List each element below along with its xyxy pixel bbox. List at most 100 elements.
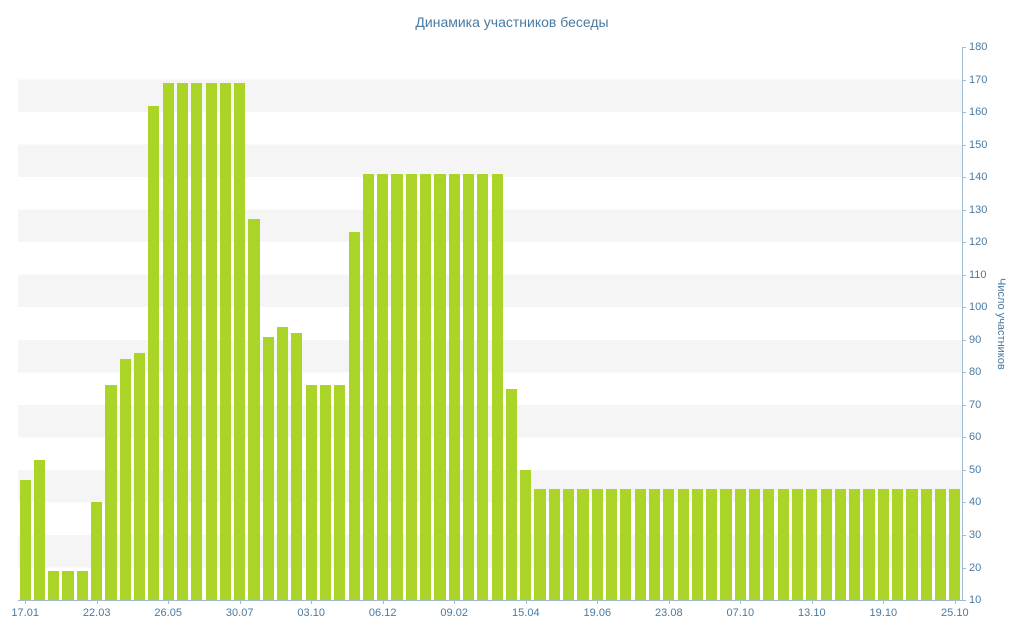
bar bbox=[734, 489, 746, 600]
bar bbox=[548, 489, 560, 600]
bar bbox=[906, 489, 918, 600]
bar bbox=[277, 326, 289, 600]
y-tick-mark bbox=[962, 307, 966, 309]
x-tick-mark bbox=[25, 600, 27, 604]
bar bbox=[462, 173, 475, 600]
bar bbox=[62, 570, 74, 600]
bar bbox=[706, 489, 718, 600]
y-tick-label: 20 bbox=[969, 561, 982, 574]
bar bbox=[33, 460, 46, 600]
bar bbox=[663, 489, 675, 600]
y-tick-label: 170 bbox=[969, 73, 988, 86]
y-tick-label: 150 bbox=[969, 138, 988, 151]
bar bbox=[620, 489, 632, 600]
bar bbox=[105, 385, 117, 600]
y-tick-label: 160 bbox=[969, 106, 988, 119]
y-tick-mark bbox=[962, 112, 966, 114]
x-tick-mark bbox=[382, 600, 384, 604]
x-tick-label: 19.10 bbox=[869, 607, 898, 619]
y-tick-mark bbox=[962, 469, 966, 471]
bar bbox=[19, 479, 31, 600]
x-tick-label: 26.05 bbox=[154, 607, 182, 619]
bar bbox=[677, 489, 689, 600]
y-tick-label: 10 bbox=[969, 594, 982, 606]
y-tick-label: 120 bbox=[969, 236, 988, 249]
bar bbox=[934, 489, 947, 600]
bar bbox=[520, 469, 532, 600]
bar bbox=[820, 489, 832, 600]
y-tick-label: 80 bbox=[969, 366, 982, 379]
bar bbox=[505, 388, 518, 600]
y-tick-label: 180 bbox=[969, 41, 988, 53]
bar bbox=[262, 336, 274, 600]
y-tick-mark bbox=[962, 242, 966, 244]
x-tick-mark bbox=[239, 600, 241, 604]
bar bbox=[377, 173, 389, 600]
bar bbox=[291, 333, 303, 600]
bar bbox=[219, 82, 231, 600]
x-tick-mark bbox=[811, 600, 813, 604]
bar bbox=[162, 82, 174, 600]
y-tick-mark bbox=[962, 372, 966, 374]
bar bbox=[334, 385, 346, 600]
bar bbox=[763, 489, 775, 600]
x-tick-label: 13.10 bbox=[798, 607, 826, 619]
bar bbox=[420, 173, 432, 600]
y-tick-label: 90 bbox=[969, 333, 982, 346]
bar bbox=[749, 489, 761, 600]
bar bbox=[563, 489, 575, 600]
bar bbox=[477, 173, 489, 600]
x-tick-mark bbox=[168, 600, 170, 604]
bar bbox=[720, 489, 732, 600]
bar bbox=[877, 489, 889, 600]
y-tick-mark bbox=[962, 79, 966, 81]
bar bbox=[348, 232, 360, 600]
bar bbox=[148, 105, 160, 600]
y-tick-label: 50 bbox=[969, 463, 982, 476]
x-tick-mark bbox=[668, 600, 670, 604]
x-tick-mark bbox=[525, 600, 527, 604]
bar bbox=[949, 489, 961, 600]
bar bbox=[920, 489, 932, 600]
x-tick-label: 23.08 bbox=[655, 607, 683, 619]
y-tick-label: 70 bbox=[969, 398, 982, 411]
y-tick-mark bbox=[962, 209, 966, 211]
x-tick-label: 22.03 bbox=[82, 607, 111, 619]
bar bbox=[534, 489, 546, 600]
x-tick-mark bbox=[954, 600, 956, 604]
y-tick-label: 140 bbox=[969, 171, 988, 184]
x-tick-label: 09.02 bbox=[440, 607, 468, 619]
bar bbox=[892, 489, 904, 600]
y-tick-label: 40 bbox=[969, 496, 982, 509]
x-tick-label: 17.01 bbox=[11, 607, 39, 619]
x-tick-mark bbox=[740, 600, 742, 604]
bar bbox=[119, 359, 131, 600]
x-tick-mark bbox=[454, 600, 456, 604]
x-tick-mark bbox=[883, 600, 885, 604]
x-tick-label: 30.07 bbox=[225, 607, 254, 619]
y-tick-mark bbox=[962, 534, 966, 536]
bar bbox=[305, 385, 317, 600]
y-tick-label: 60 bbox=[969, 431, 982, 444]
bar bbox=[91, 502, 103, 600]
y-tick-label: 110 bbox=[969, 268, 987, 281]
x-tick-label: 19.06 bbox=[583, 607, 612, 619]
y-tick-mark bbox=[962, 177, 966, 179]
bar bbox=[134, 352, 146, 600]
y-tick-mark bbox=[962, 47, 966, 48]
chart-title: Динамика участников беседы bbox=[415, 14, 609, 30]
bar bbox=[863, 489, 875, 600]
y-tick-mark bbox=[962, 437, 966, 439]
bar bbox=[648, 489, 661, 600]
plot-area bbox=[18, 47, 962, 600]
x-tick-label: 03.10 bbox=[297, 607, 325, 619]
bar bbox=[834, 489, 846, 600]
y-tick-mark bbox=[962, 567, 966, 569]
y-tick-mark bbox=[962, 144, 966, 146]
y-tick-label: 100 bbox=[969, 301, 988, 314]
y-axis-title: Число участников bbox=[995, 277, 1007, 370]
x-tick-label: 15.04 bbox=[512, 607, 540, 619]
bar bbox=[48, 570, 60, 600]
bar bbox=[491, 173, 503, 600]
bar bbox=[434, 173, 446, 600]
